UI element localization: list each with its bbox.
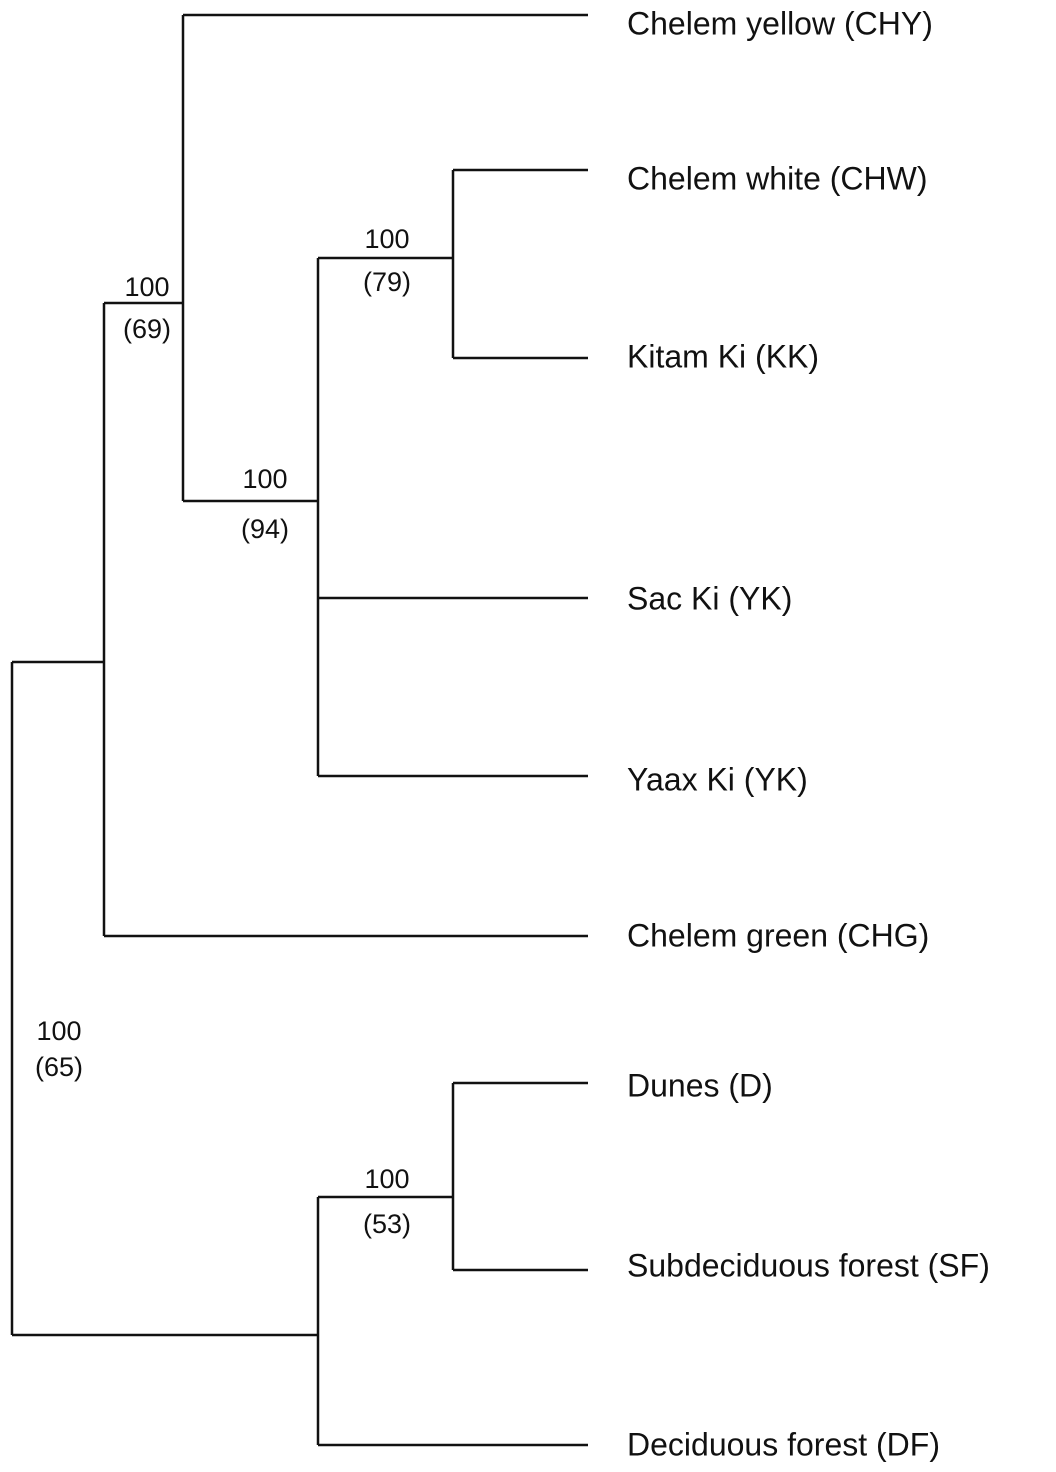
support-label: 100 bbox=[124, 272, 169, 302]
support-label: 100 bbox=[242, 464, 287, 494]
secondary-label: (79) bbox=[363, 267, 411, 297]
leaf-label: Deciduous forest (DF) bbox=[627, 1426, 940, 1462]
leaf-label: Chelem yellow (CHY) bbox=[627, 5, 933, 41]
secondary-label: (69) bbox=[123, 314, 171, 344]
leaf-labels: Chelem yellow (CHY) Chelem white (CHW) K… bbox=[627, 5, 990, 1462]
node-labels: 100 (69) 100 (94) 100 (79) 100 (65) 100 … bbox=[35, 224, 411, 1239]
branches bbox=[10, 13, 588, 1447]
leaf-label: Kitam Ki (KK) bbox=[627, 338, 819, 374]
leaf-label: Dunes (D) bbox=[627, 1067, 773, 1103]
support-label: 100 bbox=[364, 1164, 409, 1194]
leaf-label: Chelem white (CHW) bbox=[627, 160, 927, 196]
support-label: 100 bbox=[364, 224, 409, 254]
leaf-label: Chelem green (CHG) bbox=[627, 917, 929, 953]
support-label: 100 bbox=[36, 1016, 81, 1046]
leaf-label: Yaax Ki (YK) bbox=[627, 761, 808, 797]
secondary-label: (53) bbox=[363, 1209, 411, 1239]
secondary-label: (65) bbox=[35, 1052, 83, 1082]
leaf-label: Sac Ki (YK) bbox=[627, 580, 792, 616]
secondary-label: (94) bbox=[241, 514, 289, 544]
leaf-label: Subdeciduous forest (SF) bbox=[627, 1247, 990, 1283]
